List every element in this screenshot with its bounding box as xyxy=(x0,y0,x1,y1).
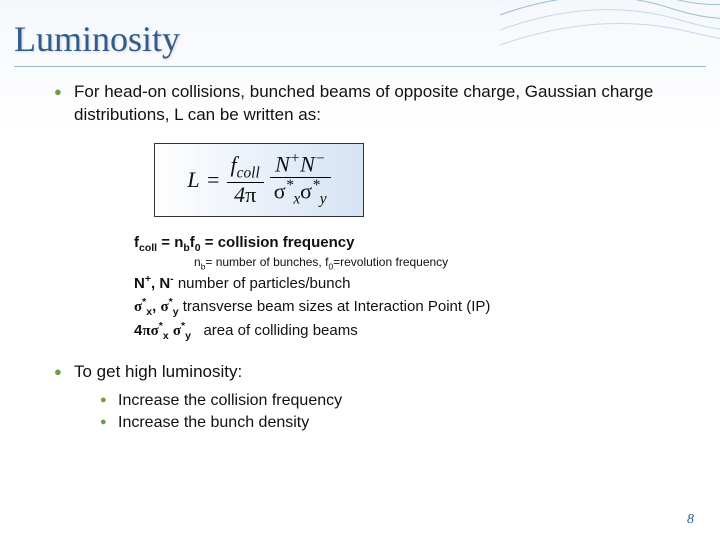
def-fcoll: fcoll = nbf0 = collision frequency xyxy=(134,233,680,255)
formula-frac1: fcoll 4π xyxy=(227,153,264,208)
formula-lhs: L xyxy=(187,165,199,195)
sub-bullet-2: Increase the bunch density xyxy=(100,412,680,434)
sub-bullet-1: Increase the collision frequency xyxy=(100,390,680,412)
def-area: 4πσ*x σ*y area of colliding beams xyxy=(134,319,680,343)
sub-bullet-list: Increase the collision frequency Increas… xyxy=(74,390,680,435)
content-area: For head-on collisions, bunched beams of… xyxy=(0,67,720,435)
def-n: N+, N- number of particles/bunch xyxy=(134,272,680,294)
frac1-den-pre: 4 xyxy=(234,182,245,207)
frac1-num-sub: coll xyxy=(237,164,260,181)
bullet-list: For head-on collisions, bunched beams of… xyxy=(40,81,680,435)
frac2-den-a: σ xyxy=(274,178,286,203)
page-number: 8 xyxy=(687,512,694,528)
def-sigma: σ*x, σ*y transverse beam sizes at Intera… xyxy=(134,295,680,319)
frac1-den-pi: π xyxy=(245,182,256,207)
frac2-num-a: N xyxy=(275,152,290,177)
definitions-block: fcoll = nbf0 = collision frequency nb= n… xyxy=(74,233,680,343)
slide-title: Luminosity xyxy=(0,0,720,60)
formula-equals: = xyxy=(200,165,227,195)
frac2-den-b: σ xyxy=(300,178,312,203)
formula-frac2: N+N− σ*xσ*y xyxy=(270,151,331,208)
bullet-item-2: To get high luminosity: Increase the col… xyxy=(54,361,680,435)
formula-box: L = fcoll 4π N+N− σ*xσ*y xyxy=(154,143,364,217)
frac2-num-a-sup: + xyxy=(290,150,300,167)
bullet-2-text: To get high luminosity: xyxy=(74,362,242,381)
bullet-1-text: For head-on collisions, bunched beams of… xyxy=(74,82,653,124)
frac2-num-b-sup: − xyxy=(315,150,325,167)
frac2-den-b-sub: y xyxy=(320,191,327,208)
luminosity-formula: L = fcoll 4π N+N− σ*xσ*y xyxy=(187,151,330,208)
bullet-item-1: For head-on collisions, bunched beams of… xyxy=(54,81,680,343)
frac2-num-b: N xyxy=(300,152,315,177)
def-fcoll-note: nb= number of bunches, f0=revolution fre… xyxy=(134,255,680,272)
frac2-den-b-sup: * xyxy=(312,177,320,194)
